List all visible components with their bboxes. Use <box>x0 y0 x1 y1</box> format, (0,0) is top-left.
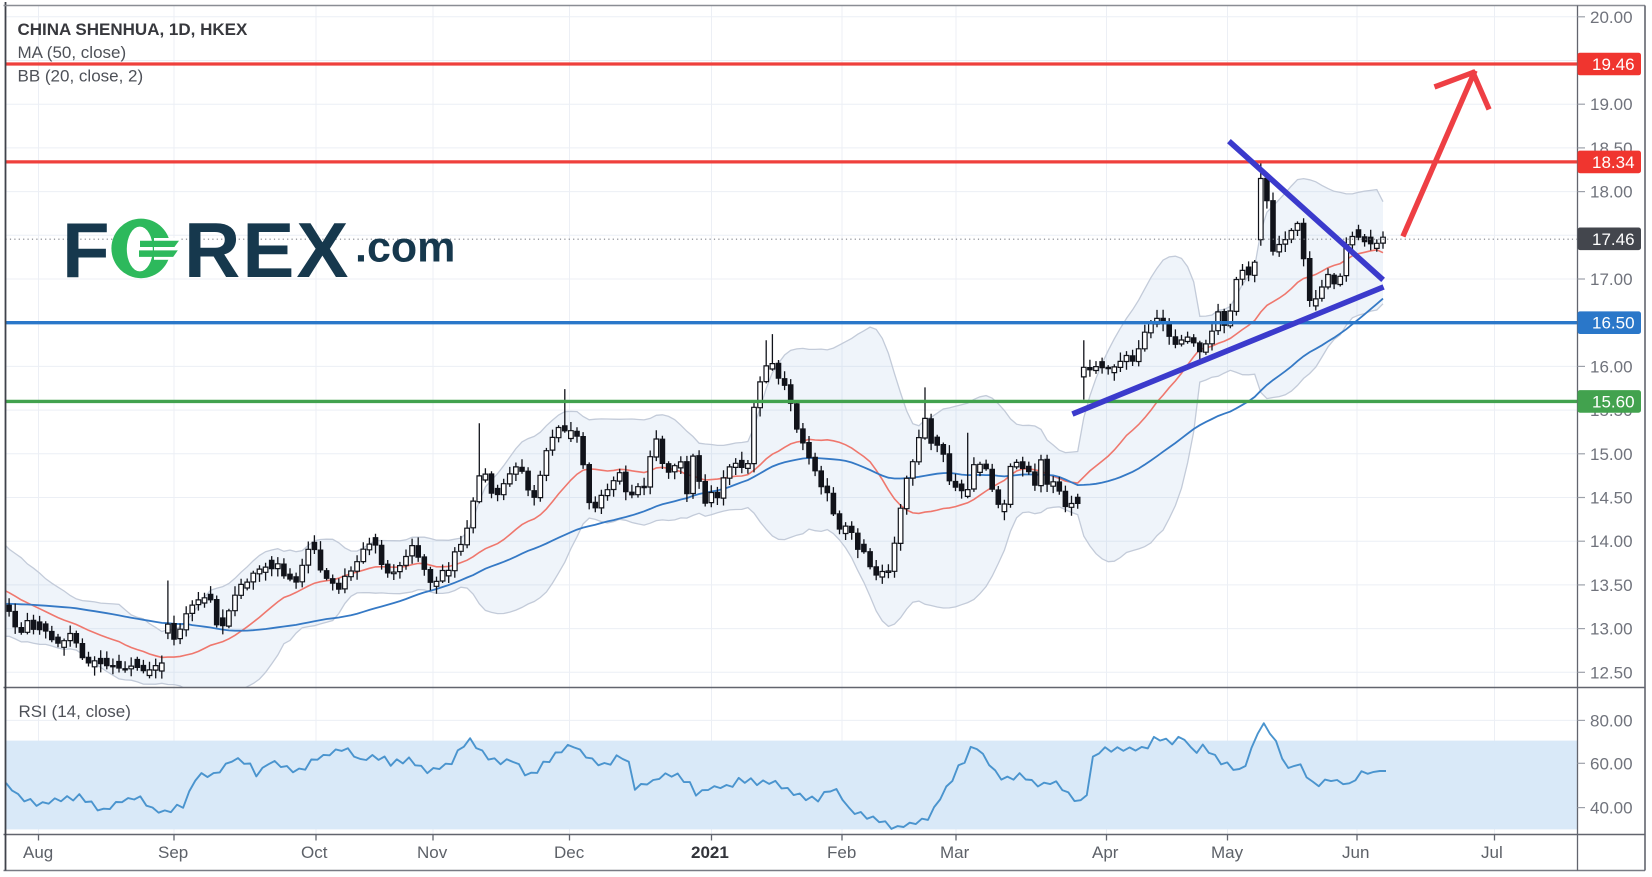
svg-text:2021: 2021 <box>691 843 729 862</box>
svg-text:18.00: 18.00 <box>1590 183 1633 202</box>
svg-text:May: May <box>1211 843 1244 862</box>
svg-text:17.46: 17.46 <box>1592 230 1635 249</box>
svg-text:19.46: 19.46 <box>1592 55 1635 74</box>
svg-text:F: F <box>62 206 110 294</box>
svg-text:Jul: Jul <box>1481 843 1503 862</box>
svg-text:REX: REX <box>184 206 350 294</box>
svg-text:16.00: 16.00 <box>1590 357 1633 376</box>
svg-text:13.00: 13.00 <box>1590 620 1633 639</box>
svg-text:80.00: 80.00 <box>1590 711 1633 730</box>
svg-text:40.00: 40.00 <box>1590 799 1633 818</box>
svg-text:60.00: 60.00 <box>1590 754 1633 773</box>
svg-text:16.50: 16.50 <box>1592 314 1635 333</box>
svg-text:15.00: 15.00 <box>1590 445 1633 464</box>
svg-text:Mar: Mar <box>940 843 970 862</box>
svg-text:Nov: Nov <box>417 843 448 862</box>
svg-text:Oct: Oct <box>301 843 328 862</box>
svg-text:BB (20, close, 2): BB (20, close, 2) <box>18 67 144 86</box>
svg-text:MA (50, close): MA (50, close) <box>18 43 127 62</box>
svg-text:20.00: 20.00 <box>1590 8 1633 27</box>
svg-text:Feb: Feb <box>827 843 856 862</box>
svg-text:14.00: 14.00 <box>1590 532 1633 551</box>
svg-text:CHINA SHENHUA, 1D, HKEX: CHINA SHENHUA, 1D, HKEX <box>18 20 249 39</box>
svg-text:19.00: 19.00 <box>1590 95 1633 114</box>
svg-text:Sep: Sep <box>158 843 188 862</box>
svg-text:14.50: 14.50 <box>1590 489 1633 508</box>
svg-text:Apr: Apr <box>1092 843 1119 862</box>
svg-text:13.50: 13.50 <box>1590 576 1633 595</box>
svg-text:.com: .com <box>355 224 455 272</box>
svg-text:Dec: Dec <box>554 843 585 862</box>
svg-text:12.50: 12.50 <box>1590 663 1633 682</box>
svg-text:17.00: 17.00 <box>1590 270 1633 289</box>
svg-text:RSI (14, close): RSI (14, close) <box>19 702 131 721</box>
svg-text:Jun: Jun <box>1342 843 1369 862</box>
svg-text:18.34: 18.34 <box>1592 153 1635 172</box>
svg-text:15.60: 15.60 <box>1592 392 1635 411</box>
svg-text:Aug: Aug <box>23 843 53 862</box>
